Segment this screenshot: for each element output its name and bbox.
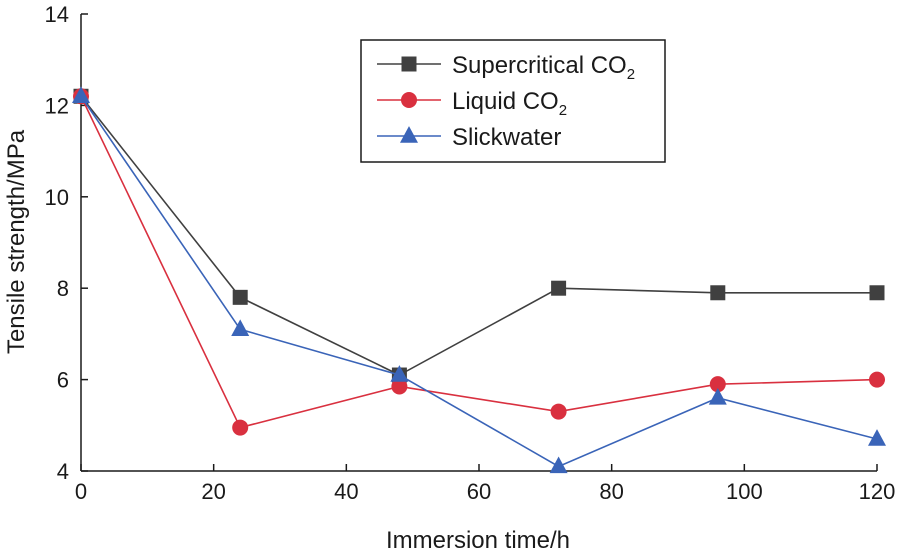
- data-point: [708, 387, 727, 405]
- data-point: [231, 319, 250, 337]
- data-point: [232, 289, 248, 305]
- legend-entry: Liquid CO2: [377, 88, 567, 119]
- series-line: [80, 95, 878, 468]
- x-tick-label: 60: [467, 479, 491, 504]
- y-tick-label: 4: [57, 459, 69, 484]
- legend-label-subscript: 2: [559, 102, 567, 119]
- series-layer: [72, 86, 886, 474]
- y-tick-label: 6: [57, 368, 69, 393]
- series-line: [80, 95, 877, 376]
- x-tick-label: 80: [599, 479, 623, 504]
- y-tick-label: 8: [57, 276, 69, 301]
- data-point: [869, 371, 885, 388]
- legend-label: Supercritical CO2: [452, 52, 635, 83]
- y-tick-label: 12: [45, 93, 69, 118]
- legend-label-text: Liquid CO: [452, 88, 559, 115]
- legend-label: Liquid CO2: [452, 88, 567, 119]
- data-point: [709, 376, 726, 393]
- y-axis-title: Tensile strength/MPa: [3, 129, 30, 354]
- legend-label-text: Slickwater: [452, 124, 561, 151]
- data-point: [390, 365, 409, 382]
- data-point: [710, 285, 726, 301]
- x-tick-label: 40: [334, 479, 358, 504]
- legend-entry: Slickwater: [377, 124, 561, 151]
- legend-entry: Supercritical CO2: [377, 52, 635, 83]
- data-point: [391, 378, 408, 395]
- data-point: [72, 86, 90, 103]
- data-point: [869, 285, 885, 301]
- series-line: [80, 95, 878, 429]
- x-axis-title: Immersion time/h: [386, 527, 570, 554]
- data-point: [868, 429, 886, 446]
- x-tick-label: 120: [859, 479, 896, 504]
- data-point: [551, 280, 567, 296]
- x-ticks: 0 20 40 60 80 100 120: [75, 464, 895, 504]
- y-ticks: 4 6 8 10 12 14: [45, 2, 88, 484]
- legend-label-subscript: 2: [627, 66, 635, 83]
- legend-label: Slickwater: [452, 124, 561, 151]
- y-tick-label: 14: [45, 2, 69, 27]
- data-point: [232, 419, 249, 436]
- legend-marker: [401, 92, 417, 108]
- legend-marker: [401, 56, 417, 72]
- x-tick-label: 0: [75, 479, 87, 504]
- data-point: [550, 403, 567, 420]
- legend-marker: [400, 126, 418, 143]
- data-point: [549, 456, 568, 474]
- x-tick-label: 20: [201, 479, 225, 504]
- legend-label-text: Supercritical CO: [452, 52, 627, 79]
- y-tick-label: 10: [45, 185, 69, 210]
- x-tick-label: 100: [726, 479, 763, 504]
- series-3: [72, 86, 886, 474]
